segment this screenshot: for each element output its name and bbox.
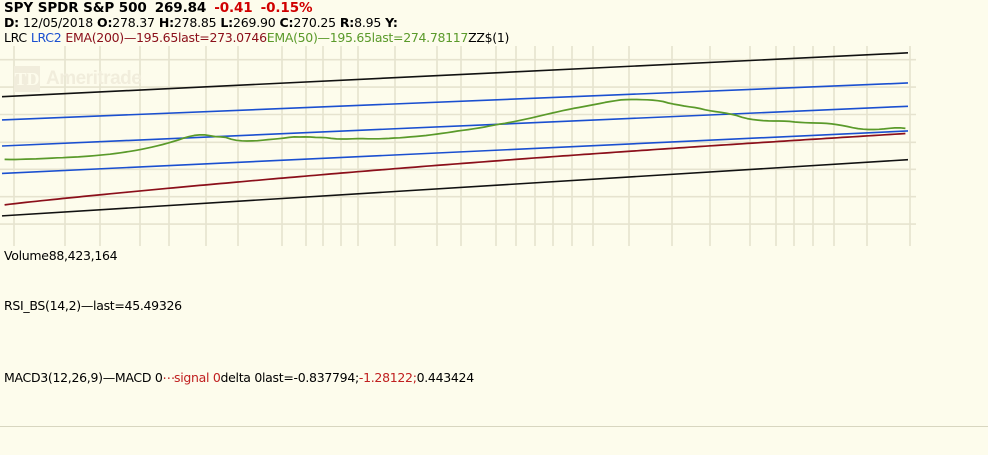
date-value: 12/05/2018 xyxy=(22,15,94,30)
close-label: C: xyxy=(279,15,294,30)
y-label: Y: xyxy=(385,15,398,30)
macd-panel[interactable] xyxy=(0,368,916,426)
macd-panel-label: MACD3(12,26,9)—MACD 0⋯signal 0delta 0las… xyxy=(4,370,474,385)
close-value: 270.25 xyxy=(293,15,336,30)
volume-value: 88,423,164 xyxy=(48,248,118,263)
macd-name: MACD3(12,26,9) xyxy=(4,370,103,385)
header-quote-line: SPY SPDR S&P 500 269.84 -0.41 -0.15% xyxy=(4,0,313,16)
date-label: D: xyxy=(4,15,19,30)
study-ema50-values: —195.65last=274.78117 xyxy=(317,30,469,45)
price-chart-svg xyxy=(0,46,916,246)
rsi-axis xyxy=(916,296,988,368)
header-ohlc-line: D: 12/05/2018 O:278.37 H:278.85 L:269.90 C:27… xyxy=(4,15,398,30)
price-change-percent: -0.15% xyxy=(260,0,313,16)
rsi-panel-label: RSI_BS(14,2)—last=45.49326 xyxy=(4,298,182,313)
macd-last-red: -1.28122; xyxy=(358,370,417,385)
range-value: 8.95 xyxy=(354,15,382,30)
symbol-label[interactable]: SPY SPDR S&P 500 xyxy=(4,0,147,16)
chart-header: SPY SPDR S&P 500 269.84 -0.41 -0.15% D: 12/0… xyxy=(0,0,988,46)
price-chart-panel[interactable] xyxy=(0,46,916,246)
volume-axis xyxy=(916,246,988,296)
study-ema200-values: —195.65last=273.0746 xyxy=(123,30,267,45)
open-value: 278.37 xyxy=(112,15,155,30)
high-value: 278.85 xyxy=(173,15,217,30)
last-price: 269.84 xyxy=(154,0,207,16)
volume-panel-label: Volume88,423,164 xyxy=(4,248,118,263)
price-axis xyxy=(916,46,988,246)
macd-last-part: last=-0.837794; xyxy=(262,370,359,385)
x-axis xyxy=(0,426,988,455)
header-studies-line: LRC LRC2 EMA(200)—195.65last=273.0746EMA(5… xyxy=(4,30,509,45)
study-lrc2-label[interactable]: LRC2 xyxy=(30,30,62,45)
volume-label-text: Volume xyxy=(4,248,49,263)
macd-signal-part: signal 0 xyxy=(173,370,221,385)
high-label: H: xyxy=(158,15,174,30)
volume-svg xyxy=(0,246,916,296)
macd-axis xyxy=(916,368,988,426)
price-axis-svg xyxy=(916,46,988,246)
rsi-panel[interactable] xyxy=(0,296,916,368)
study-ema200-label[interactable]: EMA(200) xyxy=(65,30,124,45)
open-label: O: xyxy=(97,15,113,30)
study-zigzag-label[interactable]: ZZ$(1) xyxy=(468,30,510,45)
low-value: 269.90 xyxy=(233,15,276,30)
volume-panel[interactable] xyxy=(0,246,916,296)
macd-delta-part: delta 0 xyxy=(220,370,263,385)
range-label: R: xyxy=(339,15,355,30)
low-label: L: xyxy=(220,15,233,30)
study-ema50-label[interactable]: EMA(50) xyxy=(266,30,318,45)
macd-part: —MACD 0 xyxy=(102,370,163,385)
study-lrc-label[interactable]: LRC xyxy=(4,30,27,45)
macd-last-tail: 0.443424 xyxy=(416,370,475,385)
price-change: -0.41 xyxy=(214,0,253,16)
